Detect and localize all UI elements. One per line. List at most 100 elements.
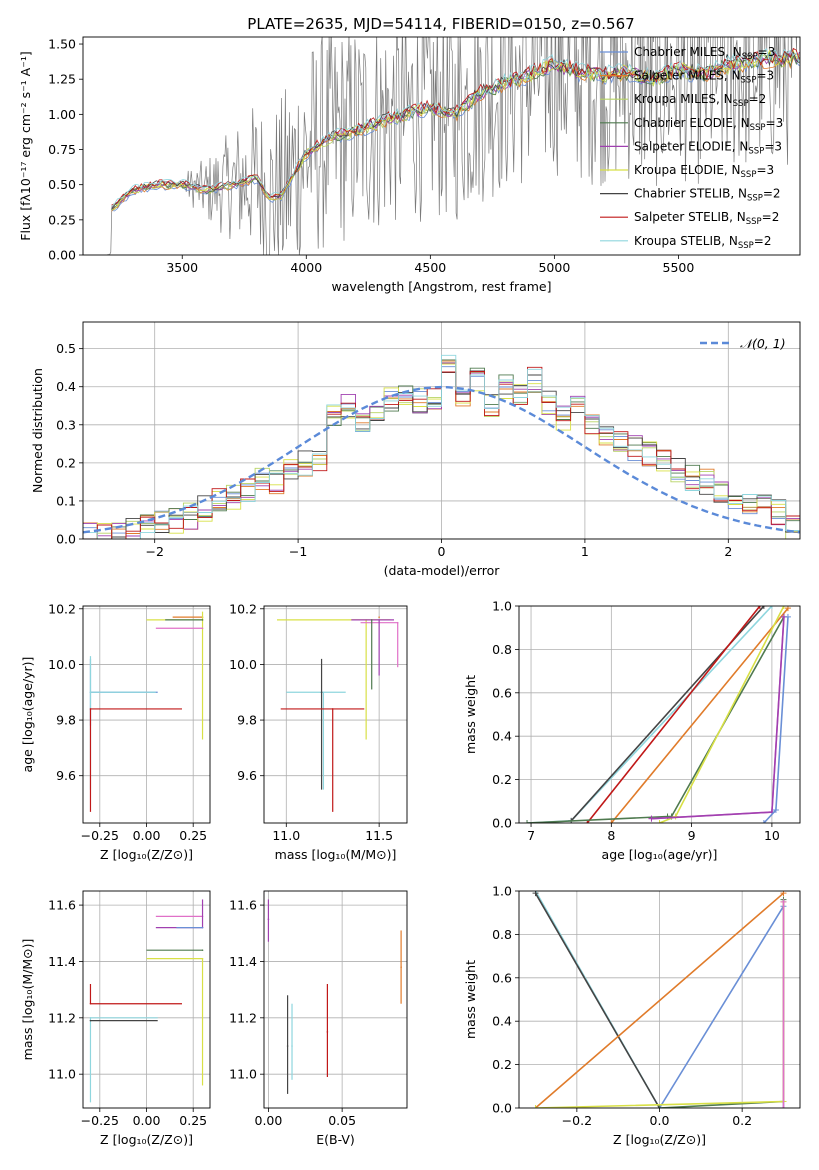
legend: Chabrier MILES, NSSP=3 Salpeter MILES, NS… — [600, 45, 783, 251]
data-point — [286, 1045, 289, 1047]
legend-label: Kroupa ELODIE, NSSP=3 — [634, 163, 774, 180]
series-marker — [760, 606, 767, 609]
series-line — [586, 606, 761, 823]
y-axis-label: Normed distribution — [30, 368, 45, 493]
data-point — [201, 627, 204, 630]
x-tick-label: −2 — [145, 544, 163, 559]
y-tick-label: 9.8 — [237, 713, 257, 728]
gaussian-curve — [83, 385, 800, 534]
series-marker — [524, 820, 531, 823]
y-tick-label: 0.8 — [492, 642, 512, 657]
legend-label: Kroupa STELIB, NSSP=2 — [634, 234, 772, 251]
x-axis-label: mass [log₁₀(M/M⊙)] — [275, 847, 397, 862]
x-axis-label: Z [log₁₀(Z/Z⊙)] — [613, 1132, 706, 1147]
y-tick-label: 11.2 — [48, 1010, 76, 1025]
panel-residuals: −2 −1 0 1 2 0.0 0.1 0.2 0.3 0.4 0.5 (data-model)/er… — [30, 321, 801, 578]
panel-mass-vs-Z: −0.25 0.00 0.25 11.0 11.2 11.4 11.6 Z [log₁₀(Z/… — [20, 890, 211, 1147]
legend-label: Salpeter ELODIE, NSSP=3 — [634, 139, 782, 156]
x-tick-label: 0.00 — [255, 1113, 283, 1128]
y-tick-label: 10.2 — [48, 601, 76, 616]
x-tick-label: 4500 — [414, 260, 446, 275]
series-marker — [760, 820, 767, 823]
plot-area — [519, 891, 800, 1108]
x-axis-label: wavelength [Angstrom, rest frame] — [331, 279, 551, 294]
data-point — [331, 708, 334, 710]
plot-area — [83, 322, 800, 539]
legend-label: Chabrier ELODIE, NSSP=3 — [634, 116, 783, 133]
data-point — [89, 1017, 92, 1019]
model-line — [111, 53, 800, 212]
series-line — [658, 903, 785, 1108]
data-point — [89, 691, 92, 694]
series-marker — [768, 606, 775, 609]
plot-area — [107, 37, 800, 255]
series-line — [659, 606, 785, 823]
y-axis-label: mass [log₁₀(M/M⊙)] — [20, 939, 35, 1061]
y-tick-label: 0.0 — [56, 532, 76, 547]
axes-frame — [263, 890, 408, 1109]
y-tick-label: 9.6 — [237, 768, 257, 783]
y-axis-label: Flux [fλ10⁻¹⁷ erg cm⁻² s⁻¹ A⁻¹] — [18, 51, 33, 240]
axes-frame — [518, 605, 801, 824]
y-tick-label: 11.4 — [48, 954, 76, 969]
y-tick-label: 0.6 — [492, 685, 512, 700]
data-point — [396, 621, 399, 624]
y-tick-label: 0.00 — [48, 248, 76, 263]
x-tick-label: 0.05 — [328, 1113, 356, 1128]
y-tick-label: 9.8 — [56, 713, 76, 728]
y-tick-label: 0.0 — [492, 816, 512, 831]
plot-area — [83, 891, 210, 1108]
series-marker — [772, 806, 779, 813]
histogram-step — [83, 354, 800, 539]
y-tick-label: 1.50 — [48, 37, 76, 52]
x-tick-label: 0.00 — [133, 828, 161, 843]
series-marker — [780, 898, 787, 905]
y-tick-label: 1.0 — [492, 599, 512, 614]
series-marker — [532, 1105, 539, 1108]
y-tick-label: 11.6 — [229, 898, 257, 913]
series-line — [534, 892, 661, 1108]
data-point — [378, 616, 380, 618]
data-spectrum-line — [107, 37, 798, 255]
panel-mass-weight-vs-Z: −0.2 0.0 0.2 0.0 0.2 0.4 0.6 0.8 1.0 Z [log₁₀(Z/Z… — [463, 884, 801, 1147]
legend-label: Salpeter STELIB, NSSP=2 — [634, 210, 779, 227]
y-tick-label: 1.0 — [492, 884, 512, 899]
x-tick-label: −1 — [289, 544, 307, 559]
model-line — [111, 51, 800, 210]
series-line — [763, 616, 789, 823]
y-tick-label: 0.2 — [492, 1057, 512, 1072]
x-axis-label: age [log₁₀(age/yr)] — [602, 847, 718, 862]
data-point — [201, 926, 204, 929]
series-marker — [608, 820, 615, 823]
y-tick-label: 0.50 — [48, 177, 76, 192]
x-axis-label: E(B-V) — [316, 1132, 355, 1147]
y-tick-label: 10.0 — [229, 657, 257, 672]
x-axis-label: Z [log₁₀(Z/Z⊙)] — [100, 1132, 193, 1147]
axes-frame — [263, 605, 408, 824]
x-tick-label: 5000 — [538, 260, 570, 275]
data-point — [400, 966, 402, 968]
y-tick-label: 0.25 — [48, 212, 76, 227]
x-tick-label: −0.25 — [81, 1113, 119, 1128]
panel-age-vs-Z: −0.25 0.00 0.25 9.6 9.8 10.0 10.2 Z [log₁₀(Z/Z⊙… — [20, 601, 211, 862]
panel-mass-vs-EBV: 0.00 0.05 11.0 11.2 11.4 11.6 E(B-V) — [229, 890, 408, 1147]
y-tick-label: 11.2 — [229, 1010, 257, 1025]
x-axis-label: (data-model)/error — [384, 563, 501, 578]
panel-age-vs-mass: 11.0 11.5 9.6 9.8 10.0 10.2 mass [log₁₀(M/M⊙)] — [229, 601, 408, 862]
y-tick-label: 0.4 — [492, 1014, 512, 1029]
x-tick-label: −0.2 — [562, 1113, 592, 1128]
series-marker — [780, 606, 787, 609]
data-point — [89, 708, 92, 710]
y-axis-label: mass weight — [463, 960, 478, 1039]
y-axis-label: age [log₁₀(age/yr)] — [20, 657, 35, 773]
series-marker — [648, 815, 655, 822]
legend-label: Chabrier MILES, NSSP=3 — [634, 45, 775, 62]
data-point — [322, 691, 325, 694]
y-tick-label: 0.4 — [492, 729, 512, 744]
series-line — [534, 892, 785, 1108]
y-tick-label: 1.25 — [48, 72, 76, 87]
legend-label: Salpeter MILES, NSSP=3 — [634, 69, 774, 86]
x-tick-label: 3500 — [166, 260, 198, 275]
series-marker — [656, 820, 663, 823]
y-tick-label: 9.6 — [56, 768, 76, 783]
